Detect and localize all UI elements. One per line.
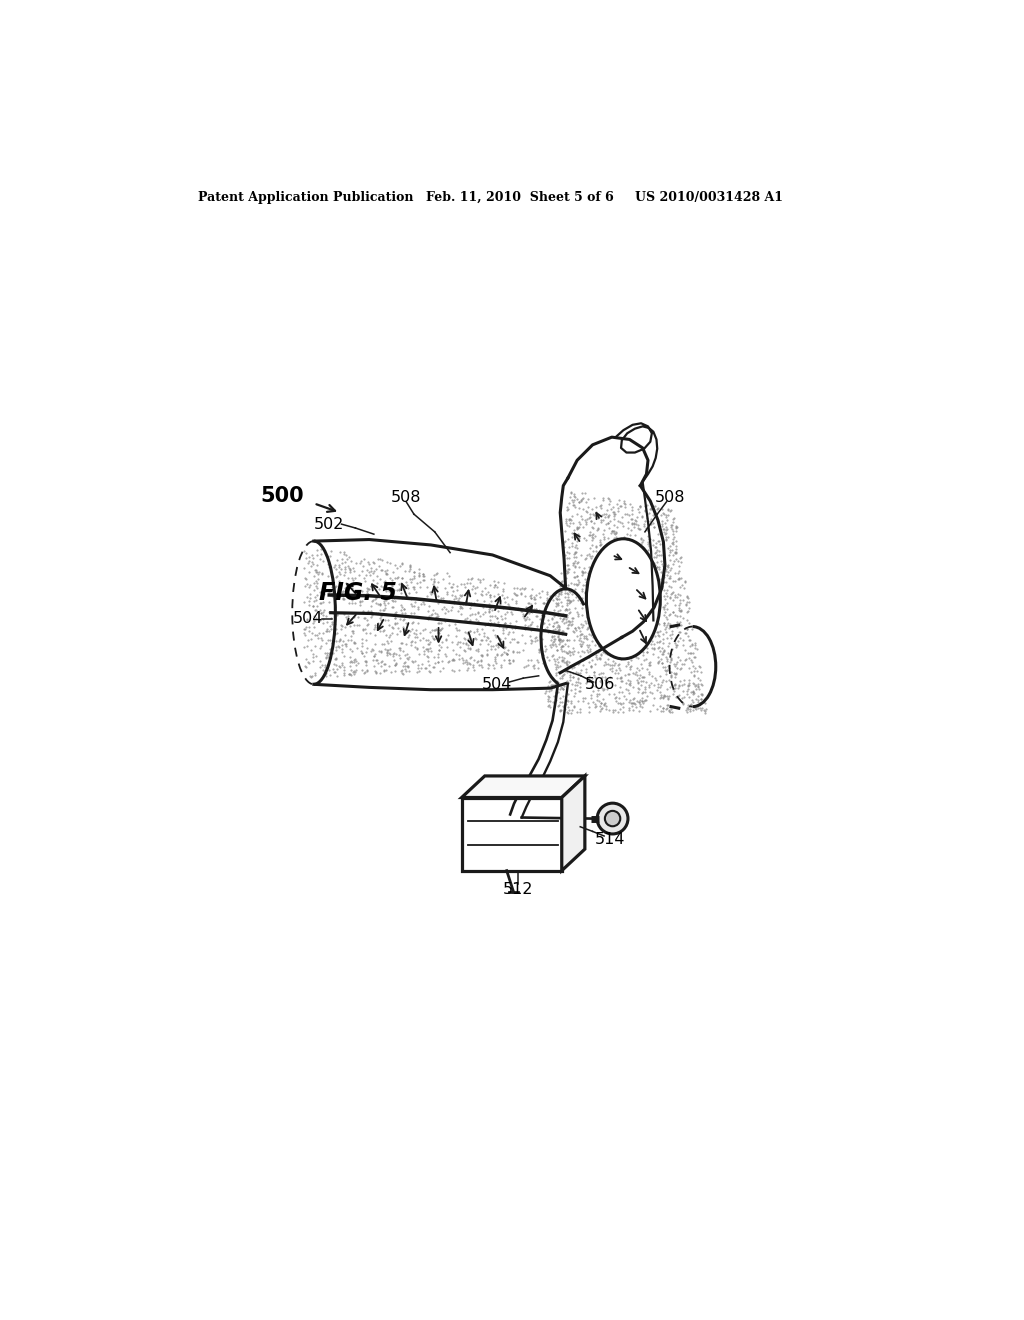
Circle shape xyxy=(597,803,628,834)
Polygon shape xyxy=(562,776,585,871)
Text: 506: 506 xyxy=(585,677,615,692)
Text: Feb. 11, 2010  Sheet 5 of 6: Feb. 11, 2010 Sheet 5 of 6 xyxy=(426,190,614,203)
Text: 514: 514 xyxy=(594,832,625,846)
Polygon shape xyxy=(462,776,585,797)
Text: 502: 502 xyxy=(314,516,344,532)
Text: 508: 508 xyxy=(391,490,422,504)
Text: 508: 508 xyxy=(654,490,685,504)
Text: FIG. 5: FIG. 5 xyxy=(318,581,396,605)
Text: 500: 500 xyxy=(260,486,304,506)
Text: 504: 504 xyxy=(293,611,323,627)
Circle shape xyxy=(605,810,621,826)
Text: 512: 512 xyxy=(503,882,534,898)
Text: Patent Application Publication: Patent Application Publication xyxy=(198,190,413,203)
Text: 504: 504 xyxy=(482,677,512,692)
Text: US 2010/0031428 A1: US 2010/0031428 A1 xyxy=(635,190,783,203)
